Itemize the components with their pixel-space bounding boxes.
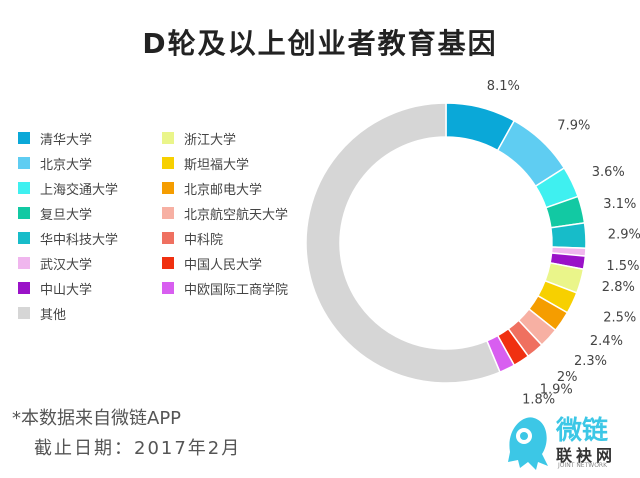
legend-label: 其他 (40, 307, 67, 323)
legend-item: 北京航空航天大学 (162, 203, 288, 223)
legend-label: 斯坦福大学 (184, 157, 250, 173)
legend-swatch (18, 182, 30, 194)
donut-slice (550, 221, 587, 250)
slice-value-label: 7.9% (557, 118, 590, 133)
legend-item: 中国人民大学 (162, 253, 262, 273)
legend-swatch (18, 257, 30, 269)
legend-swatch (162, 132, 174, 144)
legend-label: 上海交通大学 (40, 182, 119, 198)
legend-label: 浙江大学 (184, 132, 237, 148)
slice-value-label: 1.9% (540, 383, 573, 398)
logo-english: JOINT NETWORK (558, 462, 608, 469)
legend-label: 中山大学 (40, 282, 93, 298)
legend-item: 中科院 (162, 228, 223, 248)
legend-label: 北京邮电大学 (184, 182, 263, 198)
logo-subtext: 联袂网 (556, 446, 617, 465)
slice-value-label: 1.8% (522, 393, 555, 408)
legend-swatch (18, 207, 30, 219)
legend-label: 北京大学 (40, 157, 93, 173)
data-source-note: *本数据来自微链APP (12, 408, 182, 429)
octopus-logo-icon (508, 417, 548, 470)
legend-label: 清华大学 (40, 132, 93, 148)
cutoff-date: 截止日期：2017年2月 (34, 438, 242, 459)
legend-item: 上海交通大学 (18, 178, 118, 198)
legend-label: 武汉大学 (40, 257, 93, 273)
legend-item: 北京大学 (18, 153, 92, 173)
legend-item: 北京邮电大学 (162, 178, 262, 198)
logo-text: 微链 (556, 416, 609, 446)
slice-value-label: 2.4% (590, 334, 623, 349)
slice-value-label: 3.6% (592, 165, 625, 180)
slice-value-label: 3.1% (603, 197, 636, 212)
legend-item: 中山大学 (18, 278, 92, 298)
legend-item: 清华大学 (18, 128, 92, 148)
legend-swatch (162, 182, 174, 194)
legend-swatch (162, 232, 174, 244)
brand-logo: 微链 联袂网 JOINT NETWORK (500, 408, 635, 474)
slice-value-label: 1.5% (606, 259, 639, 274)
legend-swatch (162, 282, 174, 294)
slice-value-label: 8.1% (487, 79, 520, 94)
legend-label: 华中科技大学 (40, 232, 119, 248)
legend-item: 斯坦福大学 (162, 153, 249, 173)
slice-value-label: 2% (557, 370, 578, 385)
legend-item: 浙江大学 (162, 128, 236, 148)
legend-item: 复旦大学 (18, 203, 92, 223)
legend-item: 中欧国际工商学院 (162, 278, 288, 298)
legend-swatch (18, 307, 30, 319)
legend-swatch (18, 132, 30, 144)
chart-legend: 清华大学 浙江大学北京大学 斯坦福大学上海交通大学 北京邮电大学复旦大学 北京航空航天大… (18, 128, 328, 328)
slice-value-label: 2.9% (608, 227, 640, 242)
legend-swatch (18, 282, 30, 294)
legend-swatch (162, 207, 174, 219)
legend-label: 中国人民大学 (184, 257, 263, 273)
legend-swatch (18, 157, 30, 169)
slice-value-label: 2.5% (603, 311, 636, 326)
donut-slice (305, 102, 501, 384)
slice-value-label: 2.3% (574, 354, 607, 369)
legend-item: 其他 (18, 303, 66, 323)
legend-item: 华中科技大学 (18, 228, 118, 248)
legend-swatch (162, 257, 174, 269)
legend-swatch (18, 232, 30, 244)
chart-title: D轮及以上创业者教育基因 (142, 27, 498, 60)
legend-label: 北京航空航天大学 (184, 207, 289, 223)
slice-value-label: 2.8% (602, 280, 635, 295)
legend-label: 复旦大学 (40, 207, 93, 223)
legend-item: 武汉大学 (18, 253, 92, 273)
legend-label: 中科院 (184, 232, 224, 248)
legend-swatch (162, 157, 174, 169)
legend-label: 中欧国际工商学院 (184, 282, 289, 298)
